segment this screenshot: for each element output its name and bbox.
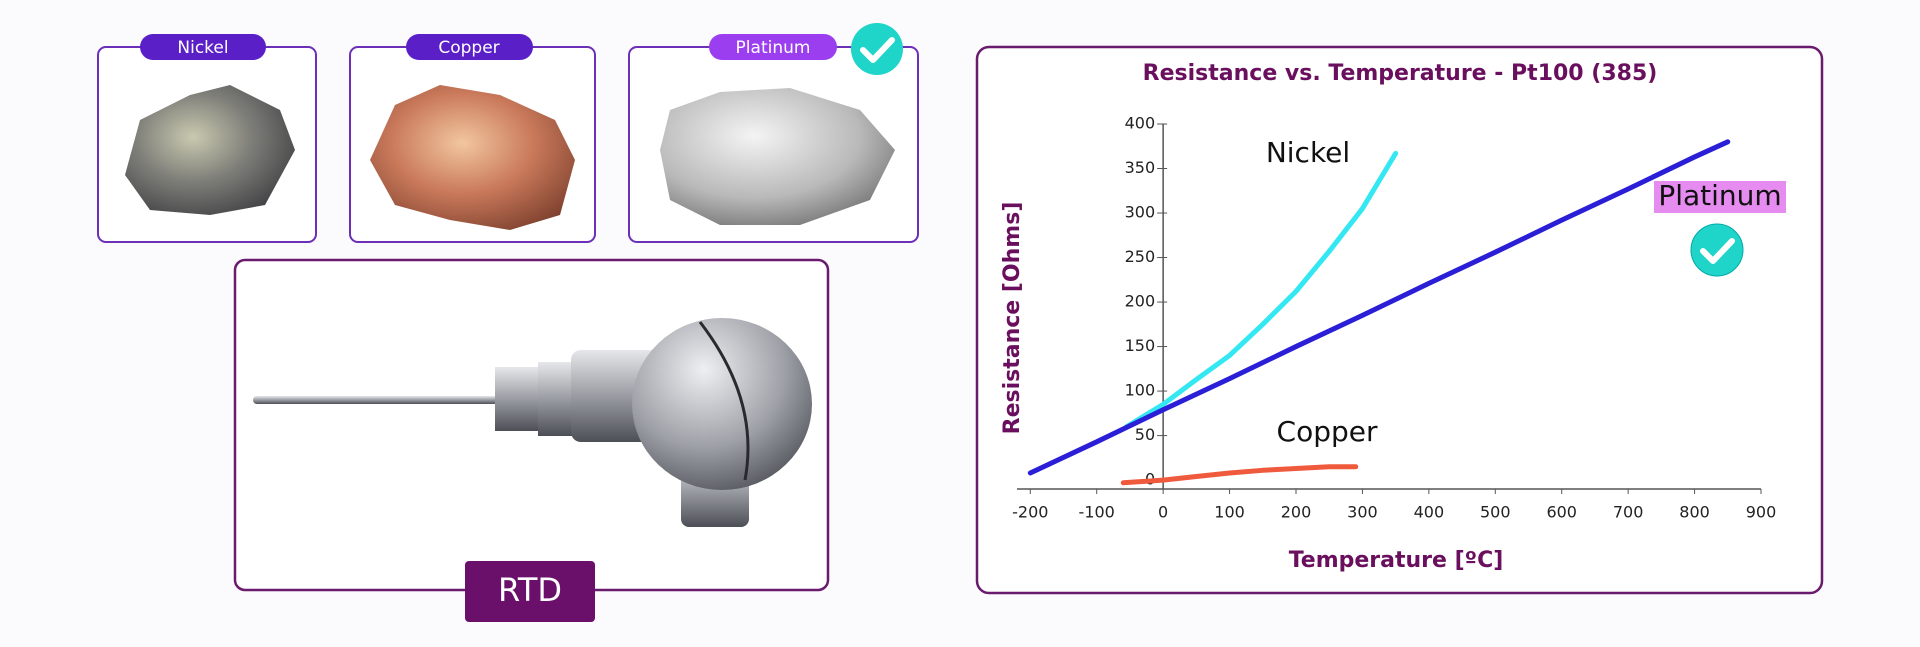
y-tick-label: 200 (1125, 292, 1156, 311)
check-icon (851, 23, 903, 75)
series-line (1124, 150, 1399, 430)
x-tick-label: 600 (1546, 503, 1577, 522)
x-tick-label: 0 (1158, 503, 1168, 522)
x-tick-label: -200 (1012, 503, 1048, 522)
y-tick-label: 50 (1135, 425, 1155, 444)
y-tick-label: 250 (1125, 247, 1156, 266)
chart-title: Resistance vs. Temperature - Pt100 (385) (1143, 61, 1658, 86)
label-pill (406, 34, 533, 60)
rtd-label: RTD (498, 571, 562, 609)
x-axis-label: Temperature [ºC] (1289, 548, 1504, 573)
check-icon (1690, 223, 1744, 277)
y-tick-label: 400 (1125, 114, 1156, 133)
check-circle (1690, 223, 1744, 277)
y-tick-label: 100 (1125, 381, 1156, 400)
y-tick-label: 300 (1125, 203, 1156, 222)
series-label: Nickel (1266, 136, 1350, 169)
y-tick-label: 150 (1125, 336, 1156, 355)
x-tick-label: 700 (1613, 503, 1644, 522)
chart-card (975, 45, 1824, 595)
x-tick-label: -100 (1079, 503, 1115, 522)
series-line (1027, 139, 1731, 476)
check-mark (1700, 238, 1735, 264)
label-highlight (1654, 181, 1786, 213)
nickel-rock (125, 85, 295, 215)
x-tick-label: 800 (1679, 503, 1710, 522)
material-label: Platinum (736, 38, 811, 58)
x-tick-label: 300 (1347, 503, 1378, 522)
material-label: Nickel (177, 38, 228, 58)
x-tick-label: 100 (1214, 503, 1245, 522)
x-tick-label: 500 (1480, 503, 1511, 522)
material-label: Copper (438, 38, 499, 58)
series-line (1120, 464, 1359, 486)
label-pill (709, 34, 837, 60)
x-tick-label: 200 (1281, 503, 1312, 522)
series-label: Copper (1277, 415, 1378, 448)
x-tick-label: 900 (1746, 503, 1777, 522)
label-pill (140, 34, 266, 60)
rtd-illustration (253, 318, 812, 527)
copper-rock (370, 85, 575, 230)
platinum-rock (660, 88, 895, 225)
y-tick-label: 350 (1125, 158, 1156, 177)
series-label: Platinum (1658, 179, 1781, 212)
x-tick-label: 400 (1414, 503, 1445, 522)
rtd-label-box (465, 561, 595, 622)
y-axis-label: Resistance [Ohms] (1000, 202, 1025, 435)
